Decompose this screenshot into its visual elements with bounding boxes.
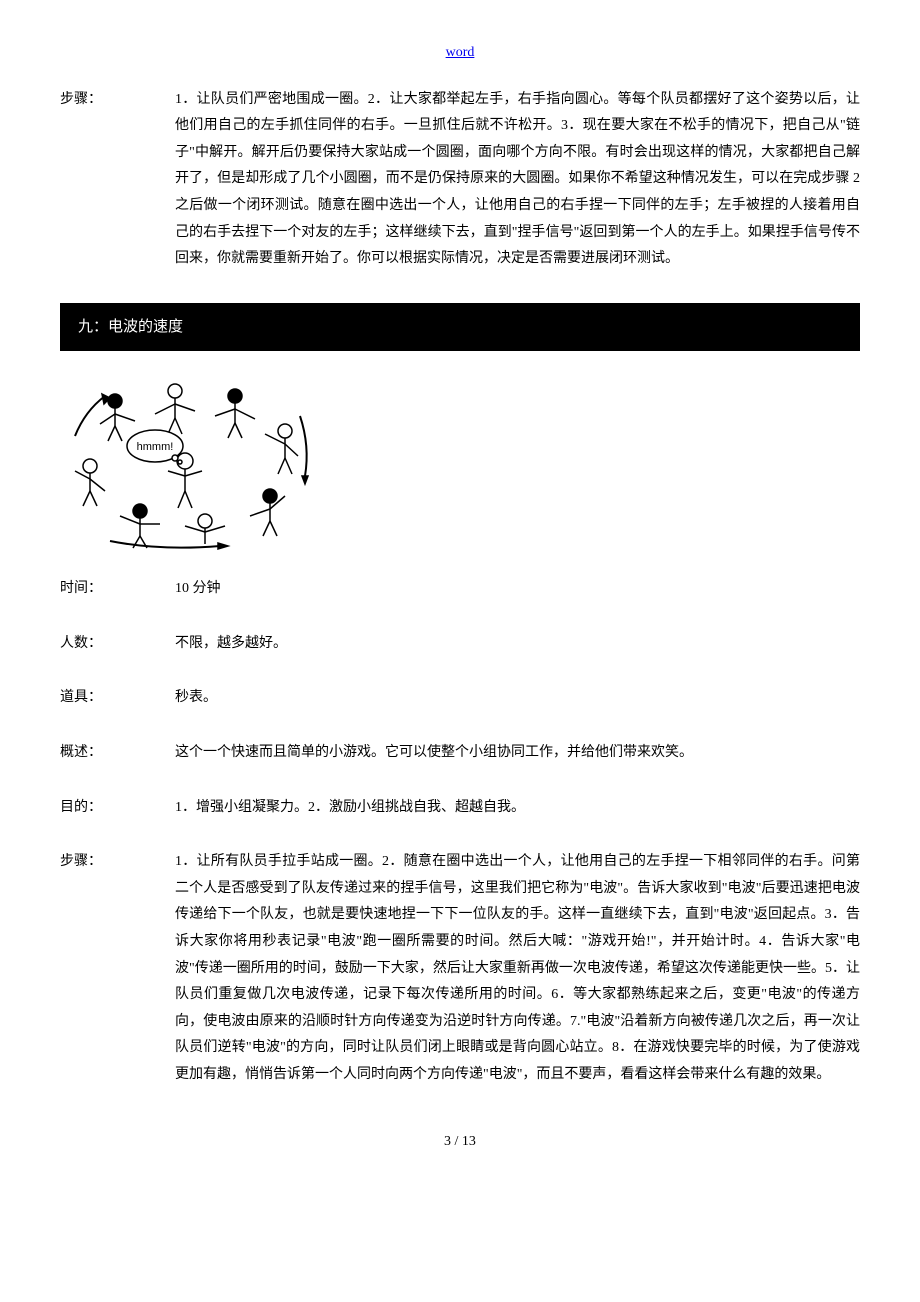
section-time: 时间： 10 分钟: [60, 576, 860, 603]
section-steps-2: 步骤： 1．让所有队员手拉手站成一圈。2．随意在圈中选出一个人，让他用自己的左手…: [60, 849, 860, 1088]
game-illustration: hmmm!: [60, 376, 320, 551]
overview-value: 这个一个快速而且简单的小游戏。它可以使整个小组协同工作，并给他们带来欢笑。: [175, 740, 860, 767]
purpose-value: 1．增强小组凝聚力。2．激励小组挑战自我、超越自我。: [175, 795, 860, 822]
props-label: 道具：: [60, 685, 175, 712]
people-label: 人数：: [60, 631, 175, 658]
purpose-label: 目的：: [60, 795, 175, 822]
steps-content-1: 1．让队员们严密地围成一圈。2．让大家都举起左手，右手指向圆心。等每个队员都摆好…: [175, 87, 860, 273]
time-label: 时间：: [60, 576, 175, 603]
header-link[interactable]: word: [60, 40, 860, 67]
page-footer: 3 / 13: [60, 1129, 860, 1156]
section-steps-1: 步骤： 1．让队员们严密地围成一圈。2．让大家都举起左手，右手指向圆心。等每个队…: [60, 87, 860, 273]
bubble-text: hmmm!: [137, 441, 174, 453]
people-value: 不限，越多越好。: [175, 631, 860, 658]
section-props: 道具： 秒表。: [60, 685, 860, 712]
section-overview: 概述： 这个一个快速而且简单的小游戏。它可以使整个小组协同工作，并给他们带来欢笑…: [60, 740, 860, 767]
section-purpose: 目的： 1．增强小组凝聚力。2．激励小组挑战自我、超越自我。: [60, 795, 860, 822]
steps-label-1: 步骤：: [60, 87, 175, 273]
overview-label: 概述：: [60, 740, 175, 767]
time-value: 10 分钟: [175, 576, 860, 603]
section-people: 人数： 不限，越多越好。: [60, 631, 860, 658]
steps-label-2: 步骤：: [60, 849, 175, 1088]
props-value: 秒表。: [175, 685, 860, 712]
steps-value-2: 1．让所有队员手拉手站成一圈。2．随意在圈中选出一个人，让他用自己的左手捏一下相…: [175, 849, 860, 1088]
section-header-bar: 九：电波的速度: [60, 303, 860, 352]
